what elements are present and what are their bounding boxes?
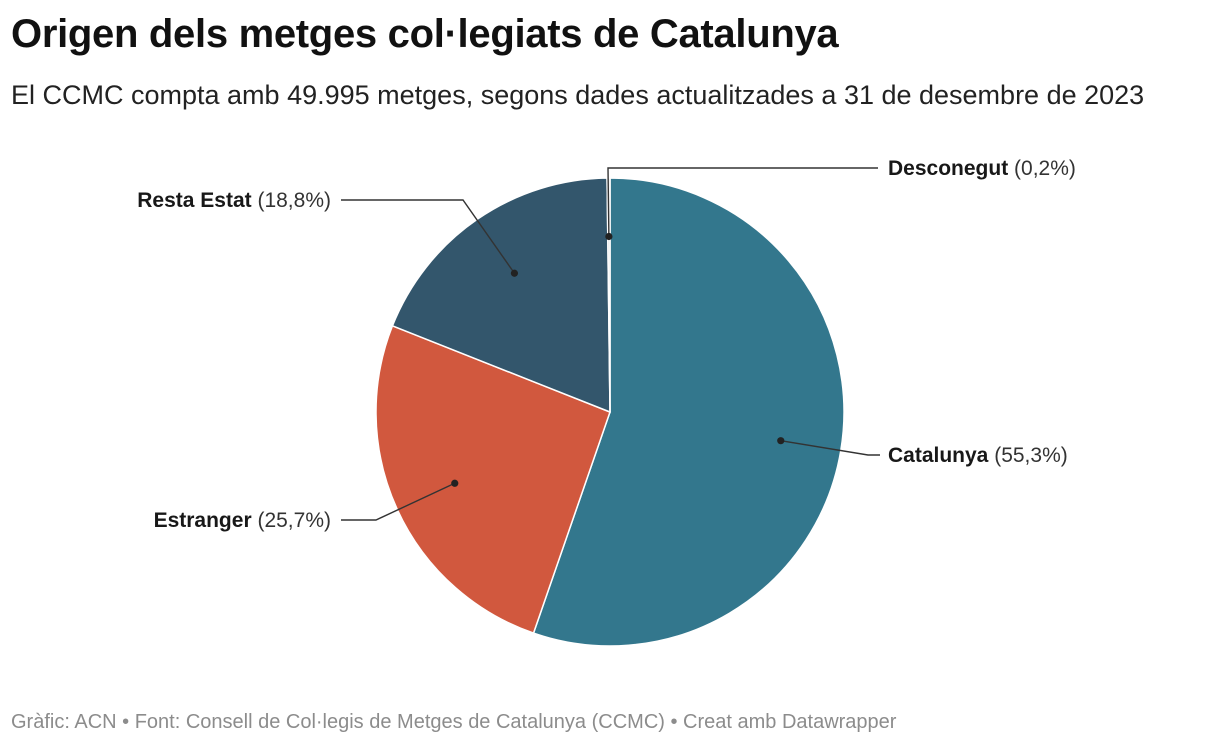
chart-footer: Gràfic: ACN • Font: Consell de Col·legis…	[11, 711, 897, 733]
slice-label-percent: (25,7%)	[252, 509, 331, 532]
slice-label-catalunya: Catalunya (55,3%)	[888, 444, 1068, 467]
leader-dot-desconegut	[605, 232, 613, 241]
leader-line-catalunya	[780, 440, 880, 456]
slice-label-resta-estat: Resta Estat (18,8%)	[137, 189, 331, 212]
pie-slices	[375, 177, 845, 647]
leader-dot-resta-estat	[510, 269, 519, 277]
chart-title: Origen dels metges col·legiats de Catalu…	[11, 12, 839, 56]
slice-label-name: Resta Estat	[137, 189, 251, 212]
leader-line-resta-estat	[341, 199, 515, 274]
slice-label-percent: (18,8%)	[252, 189, 331, 212]
pie-labels: Catalunya (55,3%) Estranger (25,7%) Resta …	[137, 157, 1076, 532]
slice-label-percent: (55,3%)	[988, 444, 1067, 467]
leader-dot-catalunya	[777, 437, 785, 445]
slice-label-name: Estranger	[154, 509, 252, 532]
leader-line-estranger	[341, 482, 456, 521]
leader-dot-estranger	[451, 479, 459, 487]
leader-line-desconegut	[607, 167, 878, 237]
slice-label-percent: (0,2%)	[1008, 157, 1076, 180]
chart-subtitle: El CCMC compta amb 49.995 metges, segons…	[11, 80, 1145, 110]
slice-label-desconegut: Desconegut (0,2%)	[888, 157, 1076, 180]
slice-label-estranger: Estranger (25,7%)	[154, 509, 331, 532]
slice-label-name: Catalunya	[888, 444, 989, 467]
slice-label-name: Desconegut	[888, 157, 1008, 180]
pie-chart: Catalunya (55,3%) Estranger (25,7%) Resta …	[137, 157, 1076, 647]
